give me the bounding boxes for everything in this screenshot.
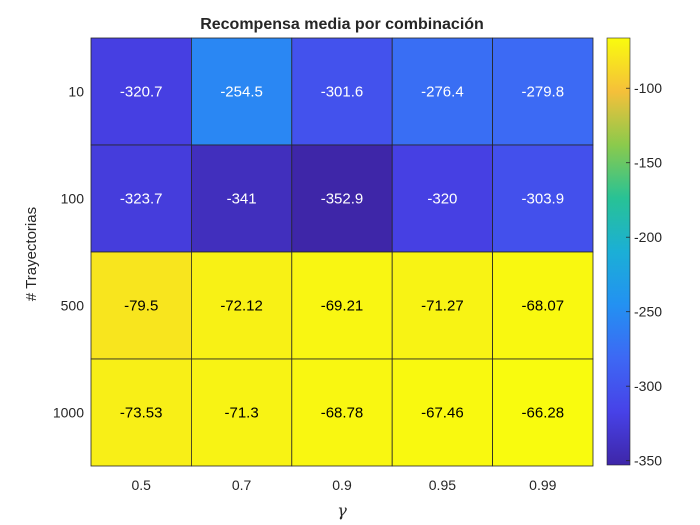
cell-value-label: -323.7 xyxy=(120,191,163,208)
cell-value-label: -279.8 xyxy=(522,84,565,101)
cell-value-label: -320 xyxy=(427,191,457,208)
y-tick-label: 10 xyxy=(68,84,84,100)
cell-value-label: -71.3 xyxy=(224,405,258,422)
cell-value-label: -68.78 xyxy=(321,405,364,422)
x-tick-labels: 0.5 0.7 0.9 0.95 0.99 xyxy=(131,477,556,493)
heatmap-cells: -320.7 -254.5 -301.6 -276.4 -279.8 -323.7 -341… xyxy=(90,37,594,467)
heatmap-cell xyxy=(190,37,293,146)
cell-value-label: -303.9 xyxy=(522,191,565,208)
cell-value-label: -68.07 xyxy=(522,298,565,315)
cell-value-label: -352.9 xyxy=(321,191,364,208)
heatmap-cell xyxy=(291,251,393,360)
heatmap-cell xyxy=(492,251,594,360)
y-tick-label: 100 xyxy=(61,191,85,207)
colorbar-tick-label: -300 xyxy=(634,378,662,394)
heatmap-cell xyxy=(492,358,594,467)
colorbar xyxy=(606,37,631,466)
x-tick-label: 0.99 xyxy=(529,477,556,493)
cell-value-label: -73.53 xyxy=(120,405,163,422)
x-tick-label: 0.9 xyxy=(332,477,352,493)
heatmap-cell xyxy=(391,358,494,467)
y-tick-label: 1000 xyxy=(53,405,84,421)
y-axis-label: # Trayectorias xyxy=(23,207,40,301)
cell-value-label: -79.5 xyxy=(124,298,158,315)
colorbar-tick-label: -250 xyxy=(634,304,662,320)
colorbar-ticks: -350 -300 -250 -200 -150 -100 xyxy=(626,80,662,469)
heatmap-cell xyxy=(190,358,293,467)
colorbar-tick-label: -100 xyxy=(634,80,662,96)
heatmap-cell xyxy=(492,144,594,253)
cell-value-label: -254.5 xyxy=(220,84,263,101)
y-tick-labels: 10 100 500 1000 xyxy=(53,84,84,421)
x-tick-label: 0.5 xyxy=(131,477,151,493)
heatmap-cell xyxy=(90,37,192,146)
colorbar-tick-label: -150 xyxy=(634,155,662,171)
cell-value-label: -67.46 xyxy=(421,405,464,422)
x-tick-label: 0.95 xyxy=(429,477,456,493)
cell-value-label: -301.6 xyxy=(321,84,364,101)
cell-value-label: -71.27 xyxy=(421,298,464,315)
x-tick-label: 0.7 xyxy=(232,477,252,493)
cell-value-label: -72.12 xyxy=(220,298,263,315)
heatmap-cell xyxy=(391,251,494,360)
heatmap-cell xyxy=(90,144,192,253)
chart-title: Recompensa media por combinación xyxy=(200,16,484,33)
x-axis-label: γ xyxy=(337,501,347,520)
heatmap-cell xyxy=(291,37,393,146)
cell-value-label: -320.7 xyxy=(120,84,163,101)
cell-value-label: -66.28 xyxy=(522,405,565,422)
heatmap-cell xyxy=(492,37,594,146)
heatmap-cell xyxy=(90,358,192,467)
y-tick-label: 500 xyxy=(61,298,85,314)
cell-value-label: -341 xyxy=(227,191,257,208)
heatmap-cell xyxy=(391,37,494,146)
heatmap-cell xyxy=(291,358,393,467)
cell-value-label: -276.4 xyxy=(421,84,464,101)
heatmap-cell xyxy=(190,251,293,360)
colorbar-tick-label: -200 xyxy=(634,229,662,245)
cell-value-label: -69.21 xyxy=(321,298,364,315)
colorbar-tick-label: -350 xyxy=(634,453,662,469)
heatmap-cell xyxy=(291,144,393,253)
